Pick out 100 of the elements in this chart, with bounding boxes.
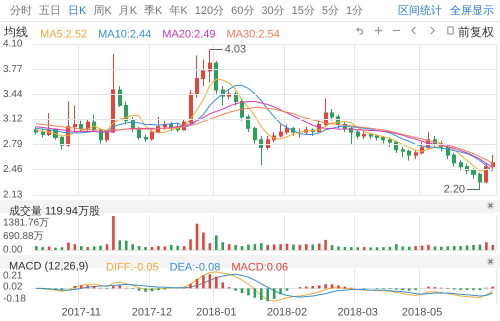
- x-tick-label: 2017-11: [61, 306, 102, 318]
- candlestick: [330, 108, 334, 122]
- candlestick: [478, 172, 482, 190]
- candlestick: [266, 135, 270, 150]
- bar: [106, 244, 108, 250]
- bar: [221, 282, 224, 288]
- y-tick-label: 3.77: [3, 64, 23, 75]
- bar: [41, 247, 44, 250]
- bar: [311, 244, 314, 250]
- bar: [86, 285, 89, 288]
- candlestick: [381, 135, 385, 144]
- bar: [214, 276, 218, 288]
- candlestick: [189, 89, 193, 125]
- candlestick: [259, 135, 263, 166]
- bar: [472, 244, 475, 250]
- bar: [492, 244, 494, 250]
- bar: [376, 247, 378, 250]
- candlestick: [195, 55, 199, 98]
- candlestick: [124, 100, 128, 125]
- bar: [420, 246, 424, 250]
- bar: [298, 244, 302, 250]
- bar: [240, 288, 244, 294]
- chart-title: 成交量 119.94万股: [9, 204, 100, 218]
- bar: [74, 244, 76, 250]
- bar: [254, 288, 256, 298]
- y-tick-label: 3.44: [3, 89, 23, 100]
- bar: [388, 246, 392, 250]
- candlestick: [484, 162, 488, 184]
- candlestick: [324, 98, 328, 128]
- candlestick: [73, 104, 77, 133]
- bar: [138, 246, 140, 250]
- y-tick-label: 3.12: [3, 114, 23, 125]
- y-tick-label: 0.00: [3, 244, 23, 256]
- candlestick: [234, 91, 238, 106]
- y-tick-label: 1381.76万: [3, 218, 50, 229]
- bar: [118, 240, 122, 250]
- bar: [254, 244, 256, 250]
- bar: [382, 247, 385, 250]
- bar: [208, 274, 212, 288]
- bar: [440, 246, 443, 250]
- candlestick: [253, 126, 257, 144]
- text: 60分: [231, 4, 254, 18]
- bar: [324, 284, 327, 288]
- bar: [118, 285, 122, 288]
- bar: [408, 246, 410, 250]
- text: 5分: [322, 4, 339, 18]
- candlestick: [388, 137, 392, 148]
- bar: [292, 244, 295, 250]
- text: 1分: [346, 4, 364, 18]
- x-tick-label: 2018-03: [338, 306, 378, 318]
- candlestick: [118, 86, 122, 108]
- candlestick: [214, 60, 218, 94]
- bar: [124, 240, 128, 250]
- text: 季K: [144, 4, 162, 18]
- bar: [214, 235, 218, 250]
- bar: [414, 246, 417, 250]
- candlestick: [375, 134, 379, 142]
- text: 月K: [118, 4, 138, 18]
- series-label: MACD:0.06: [231, 262, 288, 274]
- bar: [112, 216, 115, 250]
- bar: [272, 288, 276, 299]
- bar: [189, 284, 192, 288]
- bar: [196, 224, 198, 250]
- bar: [279, 244, 282, 250]
- bar: [330, 245, 334, 250]
- bar: [144, 247, 147, 250]
- bar: [80, 285, 83, 288]
- bar: [286, 244, 288, 250]
- chart-title: MACD (12,26,9): [9, 260, 88, 272]
- bar: [176, 246, 179, 250]
- candlestick: [111, 53, 115, 134]
- candlestick: [79, 120, 83, 133]
- candlestick: [465, 163, 469, 175]
- bar: [478, 244, 482, 250]
- candlestick: [459, 160, 463, 171]
- text: 120分: [194, 4, 224, 18]
- bar: [337, 285, 340, 288]
- text: 均线: [3, 25, 28, 39]
- candlestick: [41, 128, 45, 138]
- candlestick: [279, 124, 283, 138]
- bar: [92, 246, 96, 250]
- bar: [164, 246, 166, 250]
- bar: [48, 246, 50, 250]
- bar: [208, 243, 212, 250]
- y-tick-label: 2.13: [3, 190, 23, 200]
- text: MA10:2.44: [98, 28, 152, 40]
- candlestick: [452, 152, 456, 168]
- x-tick-label: 2018-01: [196, 306, 236, 318]
- bar: [459, 246, 462, 250]
- candlestick: [394, 140, 398, 154]
- bar: [266, 244, 269, 250]
- bar: [337, 246, 340, 250]
- candlestick: [86, 118, 90, 132]
- bar: [260, 243, 263, 250]
- bar: [260, 288, 263, 300]
- bar: [234, 245, 237, 250]
- bar: [279, 288, 282, 294]
- x-tick-label: 2018-05: [402, 306, 442, 318]
- y-tick-label: 690.88万: [3, 231, 44, 242]
- candlestick: [201, 58, 205, 87]
